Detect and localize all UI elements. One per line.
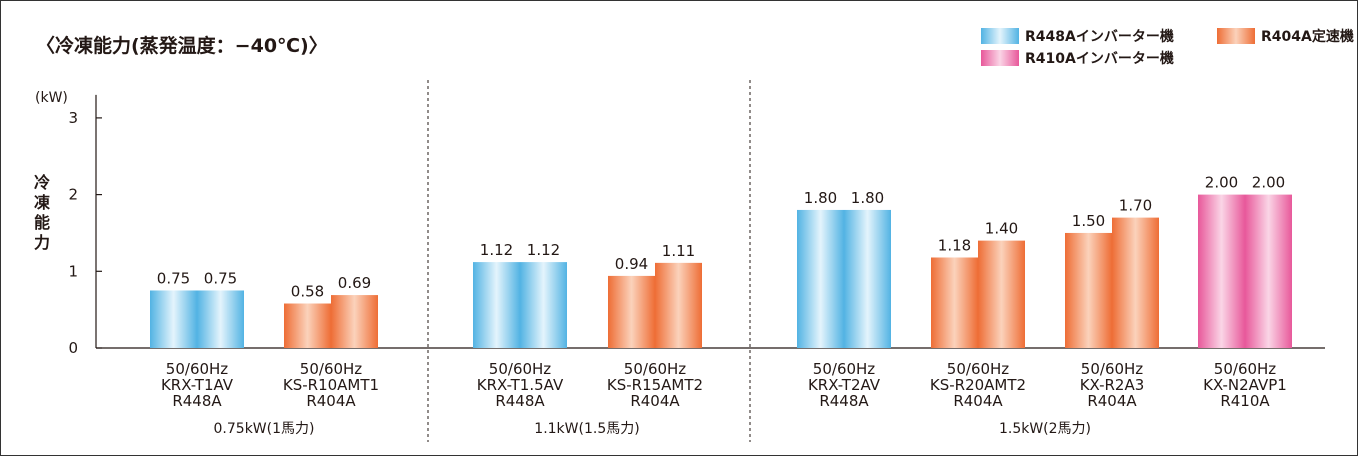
category-model-label: KRX-T2AV xyxy=(808,376,881,394)
bar-value-label: 1.12 xyxy=(480,241,513,259)
y-tick-label: 0 xyxy=(68,339,78,357)
bar-r404a xyxy=(655,262,702,348)
bar-r404a xyxy=(931,257,978,348)
bar-value-label: 0.94 xyxy=(615,255,648,273)
category-refrigerant-label: R448A xyxy=(819,392,869,410)
category-freq-label: 50/60Hz xyxy=(813,360,876,378)
bar-r448a xyxy=(797,209,844,348)
bar-r410a xyxy=(1245,194,1292,348)
category-refrigerant-label: R404A xyxy=(953,392,1003,410)
category-freq-label: 50/60Hz xyxy=(300,360,363,378)
category-model-label: KS-R20AMT2 xyxy=(930,376,1026,394)
category-model-label: KX-N2AVP1 xyxy=(1203,376,1287,394)
bar-value-label: 1.70 xyxy=(1119,197,1152,215)
category-refrigerant-label: R410A xyxy=(1220,392,1270,410)
bar-value-label: 2.00 xyxy=(1252,174,1285,192)
bar-r448a xyxy=(197,290,244,348)
legend-label: R410Aインバーター機 xyxy=(1025,50,1174,67)
category-model-label: KRX-T1AV xyxy=(161,376,234,394)
y-axis-unit: (kW) xyxy=(35,90,68,106)
bar-value-label: 1.11 xyxy=(662,242,695,260)
category-model-label: KX-R2A3 xyxy=(1080,376,1145,394)
bar-r410a xyxy=(1198,194,1245,348)
group-label: 0.75kW(1馬力) xyxy=(214,421,315,437)
category-model-label: KS-R10AMT1 xyxy=(283,376,379,394)
bar-r404a xyxy=(1065,232,1112,348)
bar-value-label: 0.75 xyxy=(204,269,237,287)
bar-r448a xyxy=(520,262,567,348)
bar-r404a xyxy=(284,303,331,348)
bar-r448a xyxy=(473,262,520,348)
bar-value-label: 1.80 xyxy=(851,189,884,207)
bar-r404a xyxy=(331,295,378,348)
category-model-label: KS-R15AMT2 xyxy=(607,376,703,394)
y-tick-label: 3 xyxy=(68,109,78,127)
category-model-label: KRX-T1.5AV xyxy=(477,376,564,394)
category-refrigerant-label: R404A xyxy=(1087,392,1137,410)
legend-swatch-r410a xyxy=(981,50,1019,66)
category-refrigerant-label: R448A xyxy=(172,392,222,410)
bar-r404a xyxy=(608,275,655,348)
group-label: 1.1kW(1.5馬力) xyxy=(534,421,639,437)
y-tick-label: 1 xyxy=(68,262,78,280)
y-axis-label: 冷凍能力 xyxy=(34,173,50,252)
bar-value-label: 1.80 xyxy=(804,189,837,207)
category-freq-label: 50/60Hz xyxy=(1081,360,1144,378)
bar-value-label: 1.50 xyxy=(1072,212,1105,230)
category-refrigerant-label: R404A xyxy=(306,392,356,410)
chart-title: 〈冷凍能力(蒸発温度：−40℃)〉 xyxy=(36,34,328,57)
legend-swatch-r448a xyxy=(981,28,1019,44)
legend-label: R448Aインバーター機 xyxy=(1025,28,1174,45)
bar-value-label: 1.12 xyxy=(527,241,560,259)
category-refrigerant-label: R404A xyxy=(630,392,680,410)
bar-r404a xyxy=(978,240,1025,348)
bar-value-label: 1.40 xyxy=(985,220,1018,238)
legend-label: R404A定速機 xyxy=(1261,28,1354,45)
category-freq-label: 50/60Hz xyxy=(624,360,687,378)
bar-value-label: 0.58 xyxy=(291,283,324,301)
category-freq-label: 50/60Hz xyxy=(489,360,552,378)
bar-value-label: 0.69 xyxy=(338,274,371,292)
category-freq-label: 50/60Hz xyxy=(1214,360,1277,378)
legend: R448Aインバーター機 R404A定速機 R410Aインバーター機 xyxy=(981,28,1354,67)
bar-r404a xyxy=(1112,217,1159,348)
group-label: 1.5kW(2馬力) xyxy=(999,421,1091,437)
bar-value-label: 1.18 xyxy=(938,236,971,254)
bar-r448a xyxy=(150,290,197,348)
legend-swatch-r404a xyxy=(1217,28,1255,44)
category-freq-label: 50/60Hz xyxy=(947,360,1010,378)
category-refrigerant-label: R448A xyxy=(495,392,545,410)
y-tick-label: 2 xyxy=(68,186,78,204)
bar-value-label: 2.00 xyxy=(1205,174,1238,192)
bar-value-label: 0.75 xyxy=(157,269,190,287)
bar-r448a xyxy=(844,209,891,348)
category-freq-label: 50/60Hz xyxy=(166,360,229,378)
